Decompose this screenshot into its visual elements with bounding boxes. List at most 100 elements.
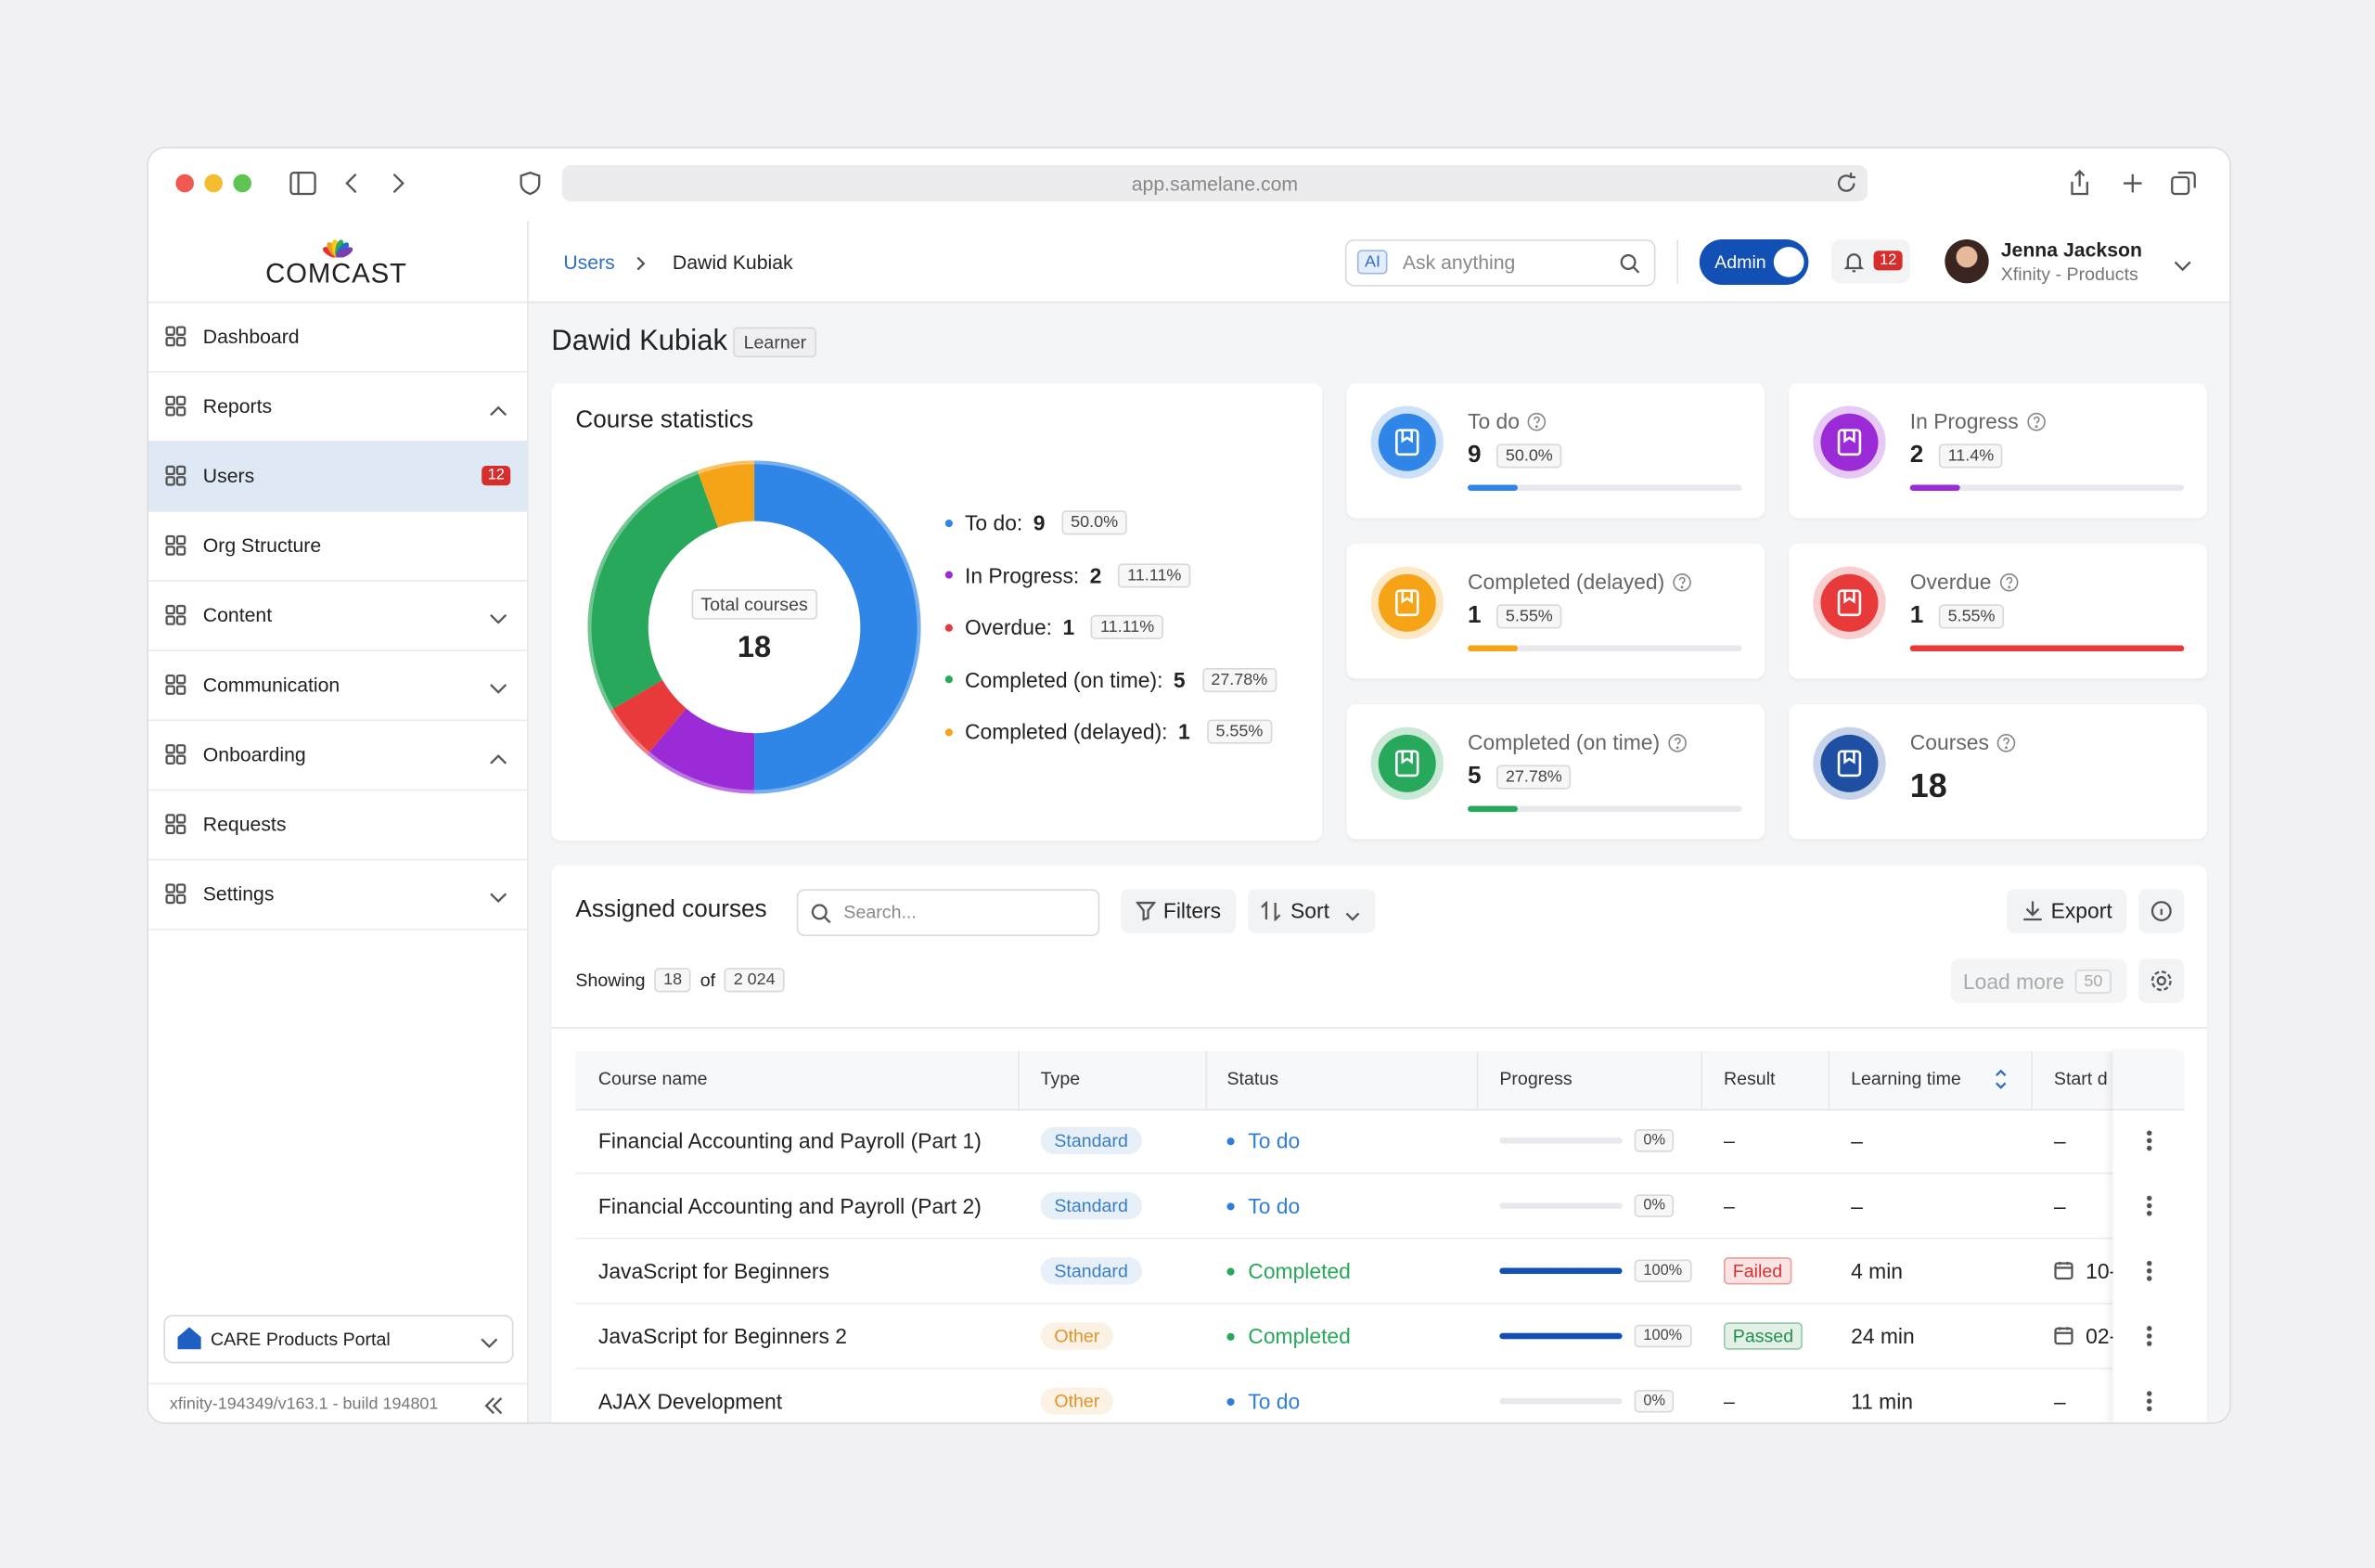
- portal-select[interactable]: CARE Products Portal: [163, 1315, 514, 1364]
- row-menu[interactable]: [2142, 1128, 2157, 1152]
- filters-button[interactable]: Filters: [1121, 889, 1237, 933]
- nav-item[interactable]: Reports: [148, 371, 528, 443]
- table-search[interactable]: Search...: [796, 889, 1100, 936]
- column-header[interactable]: Status: [1226, 1068, 1279, 1089]
- nav-icon: [165, 465, 186, 486]
- notification-badge: 12: [1873, 251, 1903, 271]
- help-icon[interactable]: [2026, 411, 2046, 431]
- donut-segment[interactable]: [697, 460, 755, 528]
- breadcrumb-link[interactable]: Users: [563, 251, 615, 274]
- bell-icon: [1843, 251, 1865, 273]
- stats-title: Course statistics: [575, 407, 754, 433]
- row-menu[interactable]: [2142, 1259, 2157, 1283]
- share[interactable]: [2068, 169, 2092, 197]
- avatar[interactable]: [1945, 238, 1989, 284]
- load-more-label: Load more: [1962, 969, 2065, 994]
- nav-item[interactable]: Users 12: [148, 441, 528, 512]
- column-header[interactable]: Result: [1723, 1068, 1776, 1089]
- new-tab[interactable]: [2121, 171, 2145, 195]
- shield-icon: [520, 171, 541, 196]
- legend-row: In Progress: 2 11.11%: [965, 562, 1191, 587]
- column-divider: [1205, 1051, 1208, 1110]
- column-divider: [1018, 1051, 1020, 1110]
- collapse-sidebar[interactable]: [483, 1395, 505, 1415]
- nav-item[interactable]: Dashboard: [148, 302, 528, 373]
- help-icon[interactable]: [1999, 572, 2019, 591]
- sort-arrows[interactable]: [1994, 1069, 2009, 1089]
- donut-segment[interactable]: [587, 470, 719, 711]
- notifications[interactable]: 12: [1830, 238, 1910, 284]
- card-count: 18: [1909, 766, 1947, 804]
- status: Completed: [1248, 1258, 1351, 1283]
- course-name[interactable]: AJAX Development: [597, 1389, 783, 1414]
- card-share: 27.78%: [1496, 765, 1572, 790]
- row-menu[interactable]: [2142, 1389, 2157, 1413]
- role-badge: Learner: [733, 327, 817, 358]
- help-icon[interactable]: [1996, 732, 2016, 752]
- donut-segment[interactable]: [610, 679, 687, 755]
- user-org: Xfinity - Products: [2000, 263, 2138, 285]
- nav-item[interactable]: Settings: [148, 859, 528, 931]
- sidebar-logo-area: [148, 221, 528, 303]
- progress-label: 100%: [1634, 1324, 1691, 1348]
- table-settings[interactable]: [2138, 958, 2185, 1003]
- column-header[interactable]: Progress: [1499, 1068, 1573, 1089]
- stat-card: Completed (on time) 5 27.78%: [1346, 704, 1765, 840]
- nav-item[interactable]: Org Structure: [148, 510, 528, 582]
- learning-time: 24 min: [1851, 1323, 1915, 1349]
- course-name[interactable]: Financial Accounting and Payroll (Part 2…: [597, 1193, 982, 1218]
- card-bar-fill: [1468, 805, 1518, 813]
- nav-item[interactable]: Onboarding: [148, 720, 528, 791]
- help-icon[interactable]: [1527, 411, 1547, 431]
- donut-segment[interactable]: [753, 460, 921, 794]
- user-menu[interactable]: [2174, 254, 2192, 272]
- window-control[interactable]: [204, 174, 223, 193]
- nav-chevron: [489, 608, 507, 624]
- legend-share: 11.11%: [1091, 614, 1164, 639]
- column-header[interactable]: Course name: [597, 1068, 708, 1089]
- address-bar[interactable]: app.samelane.com: [561, 164, 1868, 202]
- sort-button[interactable]: Sort: [1248, 889, 1376, 933]
- card-bar-track: [1468, 645, 1742, 652]
- sticky-column: [2112, 1051, 2185, 1423]
- status: To do: [1248, 1193, 1301, 1218]
- row-menu[interactable]: [2142, 1324, 2157, 1348]
- donut-segment[interactable]: [647, 707, 756, 794]
- back-button[interactable]: [342, 171, 361, 195]
- nav-item[interactable]: Content: [148, 580, 528, 652]
- card-bar-track: [1468, 484, 1742, 491]
- info-button[interactable]: [2138, 889, 2185, 933]
- reload[interactable]: [1834, 171, 1858, 195]
- admin-toggle[interactable]: Admin: [1699, 238, 1809, 285]
- sidebar-toggle[interactable]: [289, 171, 316, 196]
- window-control[interactable]: [175, 174, 194, 193]
- nav-item[interactable]: Communication: [148, 649, 528, 722]
- column-header[interactable]: Learning time: [1851, 1068, 1961, 1089]
- help-icon[interactable]: [1667, 732, 1687, 752]
- total-count: 2 024: [724, 968, 785, 993]
- export-button[interactable]: Export: [2007, 889, 2127, 933]
- donut-chart: [586, 459, 922, 795]
- load-more-button[interactable]: Load more 50: [1950, 958, 2127, 1003]
- ai-tag: AI: [1356, 250, 1389, 275]
- course-name[interactable]: Financial Accounting and Payroll (Part 1…: [597, 1128, 982, 1153]
- column-header[interactable]: Start d: [2053, 1068, 2108, 1089]
- course-name[interactable]: JavaScript for Beginners 2: [597, 1323, 847, 1349]
- start-cell: –: [2054, 1125, 2113, 1156]
- admin-label: Admin: [1714, 251, 1766, 273]
- forward-button[interactable]: [390, 171, 408, 195]
- nav-item[interactable]: Requests: [148, 790, 528, 861]
- column-header[interactable]: Type: [1040, 1068, 1081, 1089]
- learning-time: 4 min: [1851, 1258, 1903, 1283]
- card-count: 1: [1468, 602, 1482, 629]
- build-info: xfinity-194349/v163.1 - build 194801: [169, 1394, 439, 1414]
- shown-count: 18: [654, 968, 691, 993]
- divider: [1676, 238, 1678, 284]
- tabs[interactable]: [2171, 171, 2197, 197]
- start-date: 10-: [2086, 1258, 2112, 1283]
- ask-box[interactable]: AI Ask anything: [1344, 238, 1656, 287]
- help-icon[interactable]: [1672, 572, 1691, 591]
- course-name[interactable]: JavaScript for Beginners: [597, 1258, 829, 1283]
- window-control[interactable]: [233, 174, 252, 193]
- row-menu[interactable]: [2142, 1194, 2157, 1218]
